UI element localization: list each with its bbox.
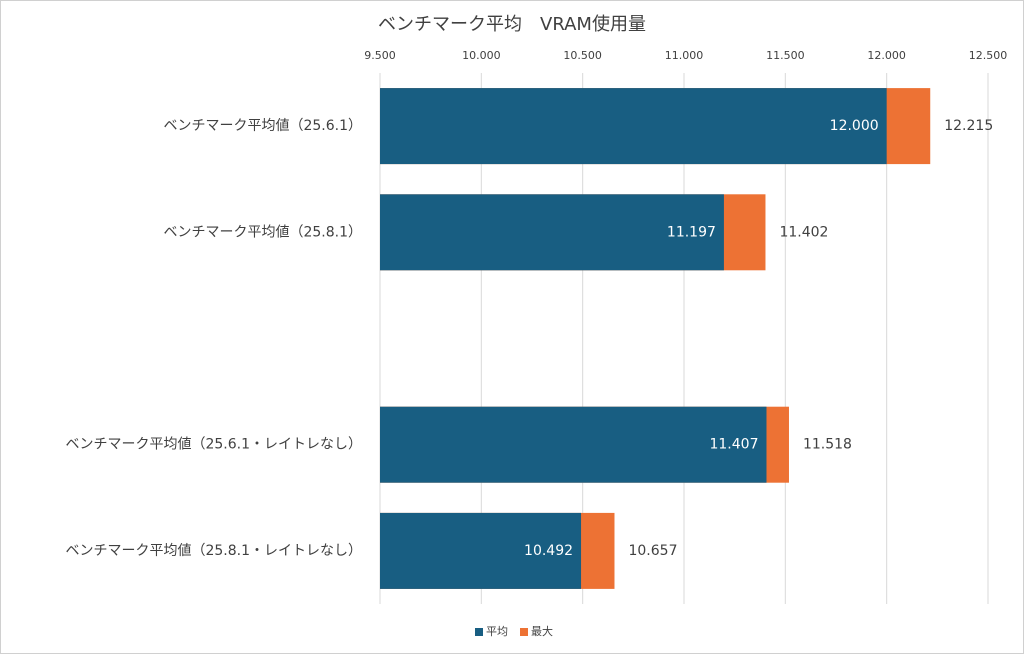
x-tick-label: 10.000	[462, 49, 501, 62]
data-label: 11.407	[709, 437, 758, 453]
y-tick-label: ベンチマーク平均値（25.6.1）	[163, 118, 362, 134]
bar	[380, 406, 767, 483]
data-label: 11.518	[803, 437, 852, 453]
x-tick-label: 9.500	[364, 49, 396, 62]
bar	[380, 88, 887, 165]
data-label: 11.402	[779, 224, 828, 240]
chart-title: ベンチマーク平均 VRAM使用量	[378, 14, 646, 35]
data-label: 12.000	[830, 118, 879, 134]
data-label: 12.215	[944, 118, 993, 134]
legend-swatch	[475, 628, 483, 636]
x-tick-label: 11.500	[766, 49, 805, 62]
x-tick-label: 10.500	[563, 49, 602, 62]
y-tick-label: ベンチマーク平均値（25.6.1・レイトレなし）	[65, 437, 362, 453]
legend-swatch	[520, 628, 528, 636]
x-tick-label: 12.000	[867, 49, 906, 62]
y-tick-label: ベンチマーク平均値（25.8.1・レイトレなし）	[65, 543, 362, 559]
y-tick-label: ベンチマーク平均値（25.8.1）	[163, 224, 362, 240]
bar	[380, 512, 582, 589]
legend-label: 平均	[486, 625, 508, 638]
legend-label: 最大	[531, 624, 553, 638]
data-label: 10.492	[524, 543, 573, 559]
data-label: 10.657	[628, 543, 677, 559]
x-tick-label: 12.500	[969, 49, 1008, 62]
bar	[380, 194, 724, 271]
data-label: 11.197	[667, 224, 716, 240]
x-tick-label: 11.000	[665, 49, 704, 62]
